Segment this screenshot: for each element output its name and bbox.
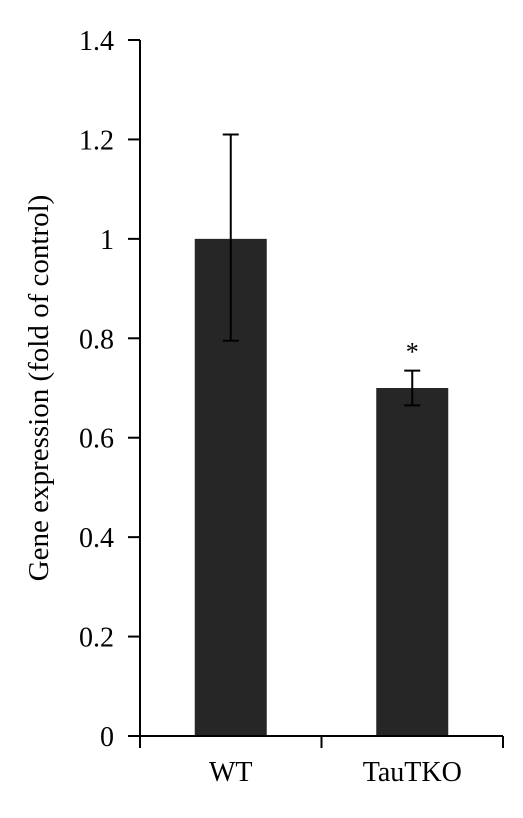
y-tick-label: 0.6 [79, 424, 114, 455]
bars-group [194, 238, 449, 736]
y-tick-label: 0.4 [79, 523, 114, 554]
y-tick-label: 1.2 [79, 125, 114, 156]
y-tick-label: 0.2 [79, 623, 114, 654]
annotations-group: * [406, 338, 419, 367]
y-tick-label: 0 [100, 722, 114, 753]
x-axis-ticks: WT TauTKO [139, 736, 504, 788]
significance-marker: * [406, 338, 419, 367]
x-tick-label: WT [209, 757, 253, 788]
y-axis-ticks: 0 0.2 0.4 0.6 0.8 1 1.2 1.4 [79, 26, 140, 753]
error-bars-group [222, 133, 421, 407]
y-tick-label: 0.8 [79, 324, 114, 355]
y-tick-label: 1 [100, 225, 114, 256]
x-tick-label: TauTKO [363, 757, 462, 788]
y-tick-label: 1.4 [79, 26, 114, 57]
y-axis-label: Gene expression (fold of control) [23, 195, 55, 582]
bar-tautko [376, 388, 449, 736]
